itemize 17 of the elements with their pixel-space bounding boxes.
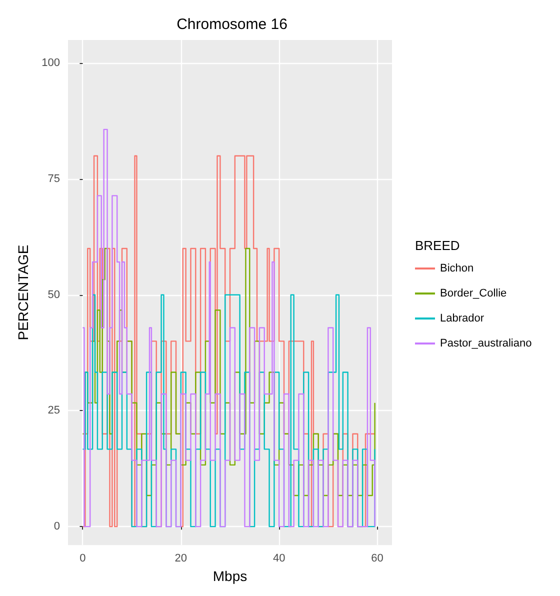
chart-title: Chromosome 16 [176, 16, 288, 33]
x-axis-title: Mbps [212, 568, 248, 584]
legend-label: Labrador [440, 312, 484, 324]
legend-title: BREED [415, 238, 460, 253]
y-tick-label: 100 [42, 57, 60, 70]
legend-label: Pastor_australiano [440, 338, 532, 350]
x-tick-label: 20 [174, 552, 188, 565]
legend-label: Bichon [440, 262, 474, 274]
y-axis-title: PERCENTAGE [15, 244, 31, 340]
y-tick-label: 50 [48, 288, 60, 301]
y-tick-label: 25 [48, 404, 60, 417]
x-tick-label: 0 [80, 552, 86, 565]
y-tick-label: 0 [54, 520, 60, 533]
x-tick-label: 60 [371, 552, 384, 565]
x-tick-label: 40 [272, 552, 286, 565]
y-tick-label: 75 [48, 173, 60, 186]
legend-label: Border_Collie [440, 288, 507, 300]
